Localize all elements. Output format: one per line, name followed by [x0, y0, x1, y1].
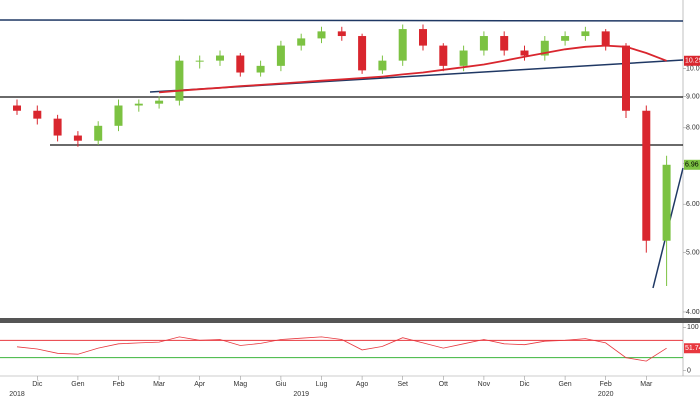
- resistance-line: [0, 19, 684, 22]
- y-tick-label: 0: [687, 368, 691, 375]
- y-tick-label: 6.00: [686, 201, 700, 208]
- candle-body: [581, 31, 590, 37]
- candle-body: [622, 45, 630, 111]
- value-label-box: [684, 343, 700, 354]
- candle-body: [155, 100, 164, 104]
- indicator-line: [16, 336, 667, 362]
- candle-body: [500, 36, 509, 51]
- candle-body: [297, 38, 306, 46]
- candle-body: [520, 50, 529, 56]
- candle-body: [358, 36, 367, 71]
- candle-body: [378, 60, 387, 71]
- x-tick-label: Set: [397, 381, 408, 388]
- year-label: 2019: [293, 391, 309, 398]
- candle-body: [53, 118, 62, 136]
- candle-body: [195, 60, 204, 62]
- x-tick-label: Mar: [153, 381, 166, 388]
- candle-body: [419, 29, 427, 46]
- candle-body: [13, 105, 21, 111]
- candle-body: [459, 50, 468, 66]
- candle-body: [561, 36, 570, 41]
- moving-average: [159, 44, 667, 94]
- x-tick-label: Dic: [32, 381, 43, 388]
- y-tick-label: 5.00: [686, 250, 700, 257]
- y-tick-label: 4.00: [686, 309, 700, 316]
- value-label-box: [684, 55, 700, 66]
- y-tick-label: 10.00: [686, 65, 700, 72]
- candle-body: [94, 125, 103, 141]
- x-tick-label: Nov: [478, 381, 491, 388]
- value-label: 6.96: [685, 162, 699, 169]
- x-tick-label: Mar: [640, 381, 653, 388]
- x-tick-label: Lug: [316, 381, 328, 388]
- candle-body: [337, 31, 346, 37]
- candle-body: [256, 65, 265, 73]
- panel-separator: [0, 318, 700, 323]
- x-tick-label: Gen: [558, 381, 571, 388]
- candle-body: [175, 60, 184, 101]
- candle-body: [642, 110, 651, 241]
- x-tick-label: Giu: [275, 381, 286, 388]
- candle-body: [33, 110, 42, 119]
- x-tick-label: Ago: [356, 381, 369, 388]
- candle-body: [439, 45, 448, 66]
- x-tick-label: Gen: [71, 381, 84, 388]
- x-tick-label: Ott: [439, 381, 448, 388]
- value-label: 51.7455: [685, 345, 700, 352]
- value-label-box: [684, 159, 700, 170]
- year-label: 2018: [9, 391, 25, 398]
- x-tick-label: Feb: [600, 381, 612, 388]
- trend-lines: [0, 19, 684, 289]
- value-label: 10.2953: [685, 58, 700, 65]
- candle-body: [317, 31, 326, 39]
- y-tick-label: 9.00: [686, 93, 700, 100]
- year-label: 2020: [598, 391, 614, 398]
- candle-body: [73, 135, 82, 141]
- y-tick-label: 8.00: [686, 125, 700, 132]
- candle-body: [479, 36, 488, 51]
- candle-body: [540, 40, 549, 56]
- candle-body: [134, 103, 143, 106]
- y-tick-label: 100: [687, 324, 699, 331]
- x-tick-label: Dic: [519, 381, 530, 388]
- x-tick-label: Apr: [194, 381, 206, 388]
- candle-body: [114, 105, 123, 126]
- candle-body: [236, 55, 245, 73]
- candle-body: [276, 45, 285, 66]
- x-tick-label: Mag: [233, 381, 247, 388]
- candle-body: [398, 29, 407, 61]
- candle-body: [601, 31, 610, 46]
- candle-body: [662, 164, 671, 241]
- x-tick-label: Feb: [112, 381, 124, 388]
- candle-body: [216, 55, 224, 61]
